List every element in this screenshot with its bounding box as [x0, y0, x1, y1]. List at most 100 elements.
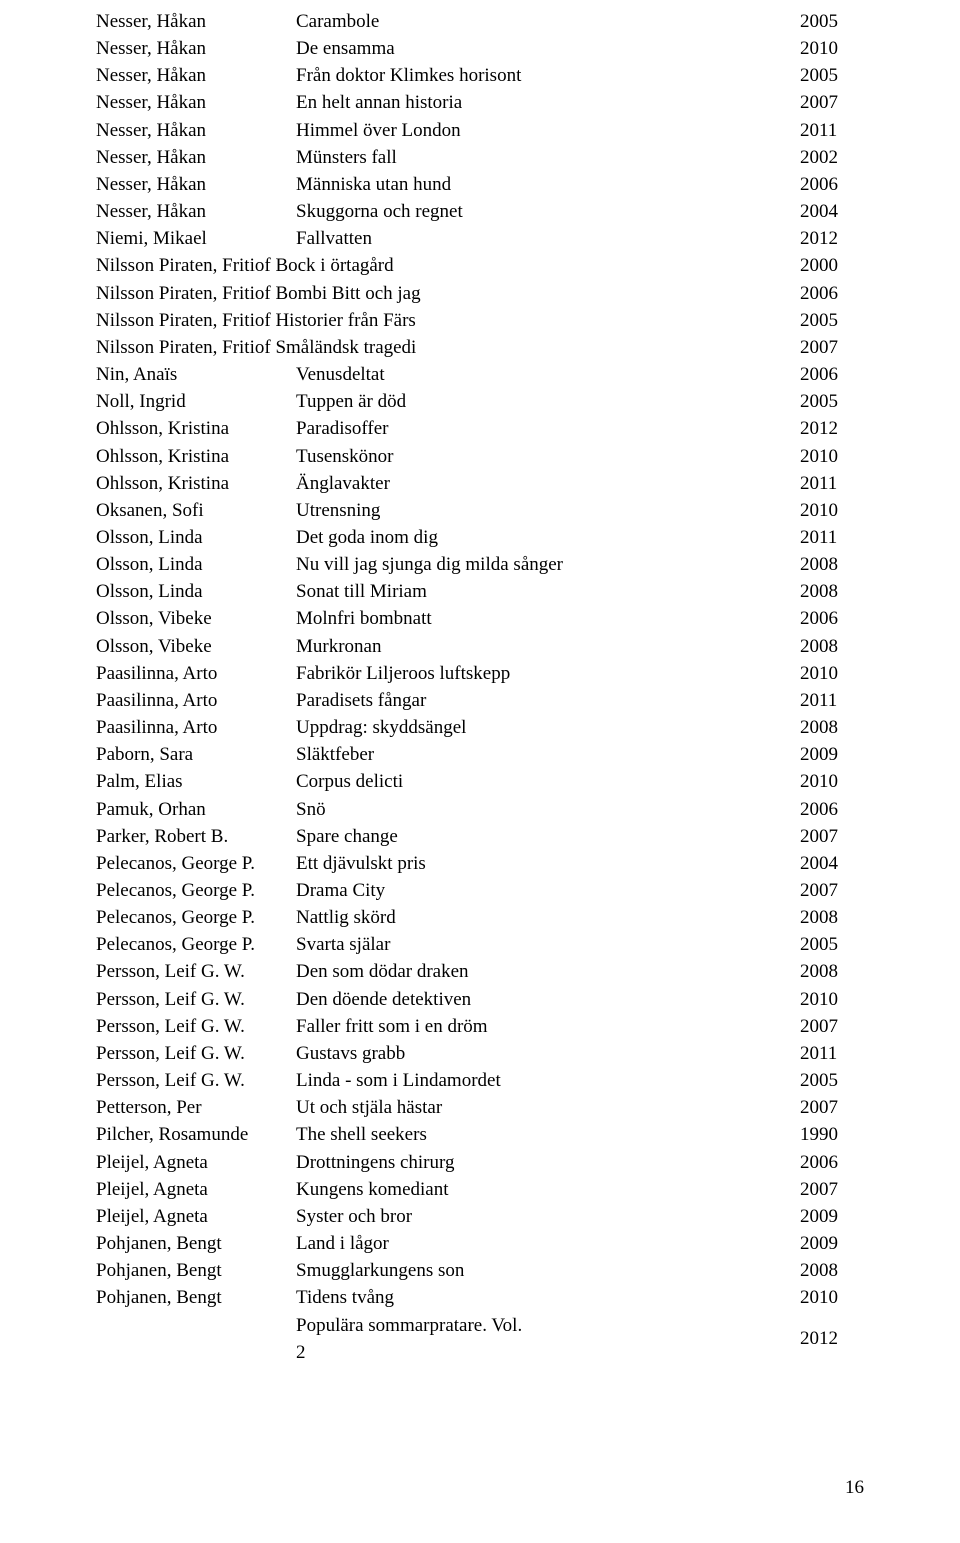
table-row: Nesser, HåkanDe ensamma2010: [96, 35, 864, 62]
author-cell: Pleijel, Agneta: [96, 1176, 296, 1203]
table-row: Paasilinna, ArtoUppdrag: skyddsängel2008: [96, 714, 864, 741]
year-cell: 2006: [800, 171, 864, 198]
table-row: Nesser, HåkanCarambole2005: [96, 8, 864, 35]
title-text: Småländsk tragedi: [275, 337, 416, 358]
title-cell: Uppdrag: skyddsängel: [296, 714, 800, 741]
author-cell: Nesser, Håkan: [96, 35, 296, 62]
table-row: Pelecanos, George P.Ett djävulskt pris20…: [96, 850, 864, 877]
table-row: Pohjanen, BengtSmugglarkungens son2008: [96, 1257, 864, 1284]
title-cell: Spare change: [296, 823, 800, 850]
year-cell: 2004: [800, 850, 864, 877]
title-cell: Syster och bror: [296, 1203, 800, 1230]
year-cell: 2006: [800, 605, 864, 632]
author-cell: Pelecanos, George P.: [96, 931, 296, 958]
title-cell: Linda - som i Lindamordet: [296, 1067, 800, 1094]
year-cell: 2009: [800, 741, 864, 768]
author-cell: Pamuk, Orhan: [96, 796, 296, 823]
title-cell: Från doktor Klimkes horisont: [296, 62, 800, 89]
title-cell: Snö: [296, 796, 800, 823]
table-row: Nesser, HåkanMünsters fall2002: [96, 144, 864, 171]
author-cell: Persson, Leif G. W.: [96, 958, 296, 985]
year-cell: 2011: [800, 1040, 864, 1067]
year-cell: 2006: [800, 1149, 864, 1176]
table-row: Ohlsson, KristinaParadisoffer2012: [96, 415, 864, 442]
year-cell: 2005: [800, 62, 864, 89]
title-cell: Faller fritt som i en dröm: [296, 1013, 800, 1040]
author-cell: Nesser, Håkan: [96, 144, 296, 171]
year-cell: 2005: [800, 388, 864, 415]
author-cell: Ohlsson, Kristina: [96, 443, 296, 470]
title-cell: Nu vill jag sjunga dig milda sånger: [296, 551, 800, 578]
table-row: Persson, Leif G. W.Faller fritt som i en…: [96, 1013, 864, 1040]
title-cell: Land i lågor: [296, 1230, 800, 1257]
table-row: Nilsson Piraten, Fritiof Småländsk trage…: [96, 334, 864, 361]
author-cell: Olsson, Linda: [96, 551, 296, 578]
title-cell: Populära sommarpratare. Vol. 2: [296, 1312, 800, 1366]
table-row: Pelecanos, George P.Nattlig skörd2008: [96, 904, 864, 931]
year-cell: 2008: [800, 578, 864, 605]
table-row: Olsson, LindaSonat till Miriam2008: [96, 578, 864, 605]
document-page: Nesser, HåkanCarambole2005Nesser, HåkanD…: [0, 0, 960, 1543]
year-cell: 2012: [800, 225, 864, 252]
table-row: Olsson, LindaNu vill jag sjunga dig mild…: [96, 551, 864, 578]
table-row: Nesser, HåkanSkuggorna och regnet2004: [96, 198, 864, 225]
year-cell: 2007: [800, 877, 864, 904]
author-title-cell: Nilsson Piraten, Fritiof Småländsk trage…: [96, 334, 800, 361]
author-cell: Persson, Leif G. W.: [96, 1013, 296, 1040]
author-cell: Nin, Anaïs: [96, 361, 296, 388]
table-row: Nilsson Piraten, Fritiof Bock i örtagård…: [96, 252, 864, 279]
title-cell: Münsters fall: [296, 144, 800, 171]
title-cell: Gustavs grabb: [296, 1040, 800, 1067]
table-row: Pelecanos, George P.Drama City2007: [96, 877, 864, 904]
author-cell: Olsson, Vibeke: [96, 605, 296, 632]
table-row: Pilcher, RosamundeThe shell seekers1990: [96, 1121, 864, 1148]
table-row: Pleijel, AgnetaSyster och bror2009: [96, 1203, 864, 1230]
table-row: Paasilinna, ArtoParadisets fångar2011: [96, 687, 864, 714]
table-row: Nesser, HåkanMänniska utan hund2006: [96, 171, 864, 198]
table-row: Persson, Leif G. W.Den som dödar draken2…: [96, 958, 864, 985]
year-cell: 2009: [800, 1230, 864, 1257]
table-row: Niemi, MikaelFallvatten2012: [96, 225, 864, 252]
year-cell: 2005: [800, 307, 864, 334]
year-cell: 2006: [800, 796, 864, 823]
title-cell: Skuggorna och regnet: [296, 198, 800, 225]
table-row: Persson, Leif G. W.Linda - som i Lindamo…: [96, 1067, 864, 1094]
year-cell: 2011: [800, 687, 864, 714]
author-cell: Paborn, Sara: [96, 741, 296, 768]
title-text: Bock i örtagård: [275, 255, 393, 276]
title-cell: Sonat till Miriam: [296, 578, 800, 605]
year-cell: 2007: [800, 1013, 864, 1040]
author-cell: Pelecanos, George P.: [96, 850, 296, 877]
table-row: Noll, IngridTuppen är död2005: [96, 388, 864, 415]
year-cell: 2011: [800, 524, 864, 551]
year-cell: 2007: [800, 823, 864, 850]
table-row: Nilsson Piraten, Fritiof Bombi Bitt och …: [96, 280, 864, 307]
year-cell: 2000: [800, 252, 864, 279]
author-cell: Nesser, Håkan: [96, 171, 296, 198]
author-cell: Persson, Leif G. W.: [96, 986, 296, 1013]
year-cell: 2008: [800, 633, 864, 660]
title-cell: Venusdeltat: [296, 361, 800, 388]
author-cell: Persson, Leif G. W.: [96, 1040, 296, 1067]
year-cell: 2007: [800, 1094, 864, 1121]
title-cell: Utrensning: [296, 497, 800, 524]
title-cell: The shell seekers: [296, 1121, 800, 1148]
author-cell: Nesser, Håkan: [96, 117, 296, 144]
author-cell: Pohjanen, Bengt: [96, 1257, 296, 1284]
year-cell: 2008: [800, 904, 864, 931]
author-title-cell: Nilsson Piraten, Fritiof Bock i örtagård: [96, 252, 800, 279]
title-cell: Släktfeber: [296, 741, 800, 768]
author-text: Nilsson Piraten, Fritiof: [96, 255, 271, 276]
year-cell: 2010: [800, 497, 864, 524]
title-text: Bombi Bitt och jag: [275, 283, 420, 304]
author-cell: Pelecanos, George P.: [96, 904, 296, 931]
table-row: Nesser, HåkanHimmel över London2011: [96, 117, 864, 144]
year-cell: 2005: [800, 931, 864, 958]
table-row: Persson, Leif G. W.Den döende detektiven…: [96, 986, 864, 1013]
author-cell: Pilcher, Rosamunde: [96, 1121, 296, 1148]
author-text: Nilsson Piraten, Fritiof: [96, 337, 271, 358]
author-cell: Palm, Elias: [96, 768, 296, 795]
author-cell: Paasilinna, Arto: [96, 687, 296, 714]
author-cell: [96, 1312, 296, 1366]
year-cell: 2008: [800, 714, 864, 741]
